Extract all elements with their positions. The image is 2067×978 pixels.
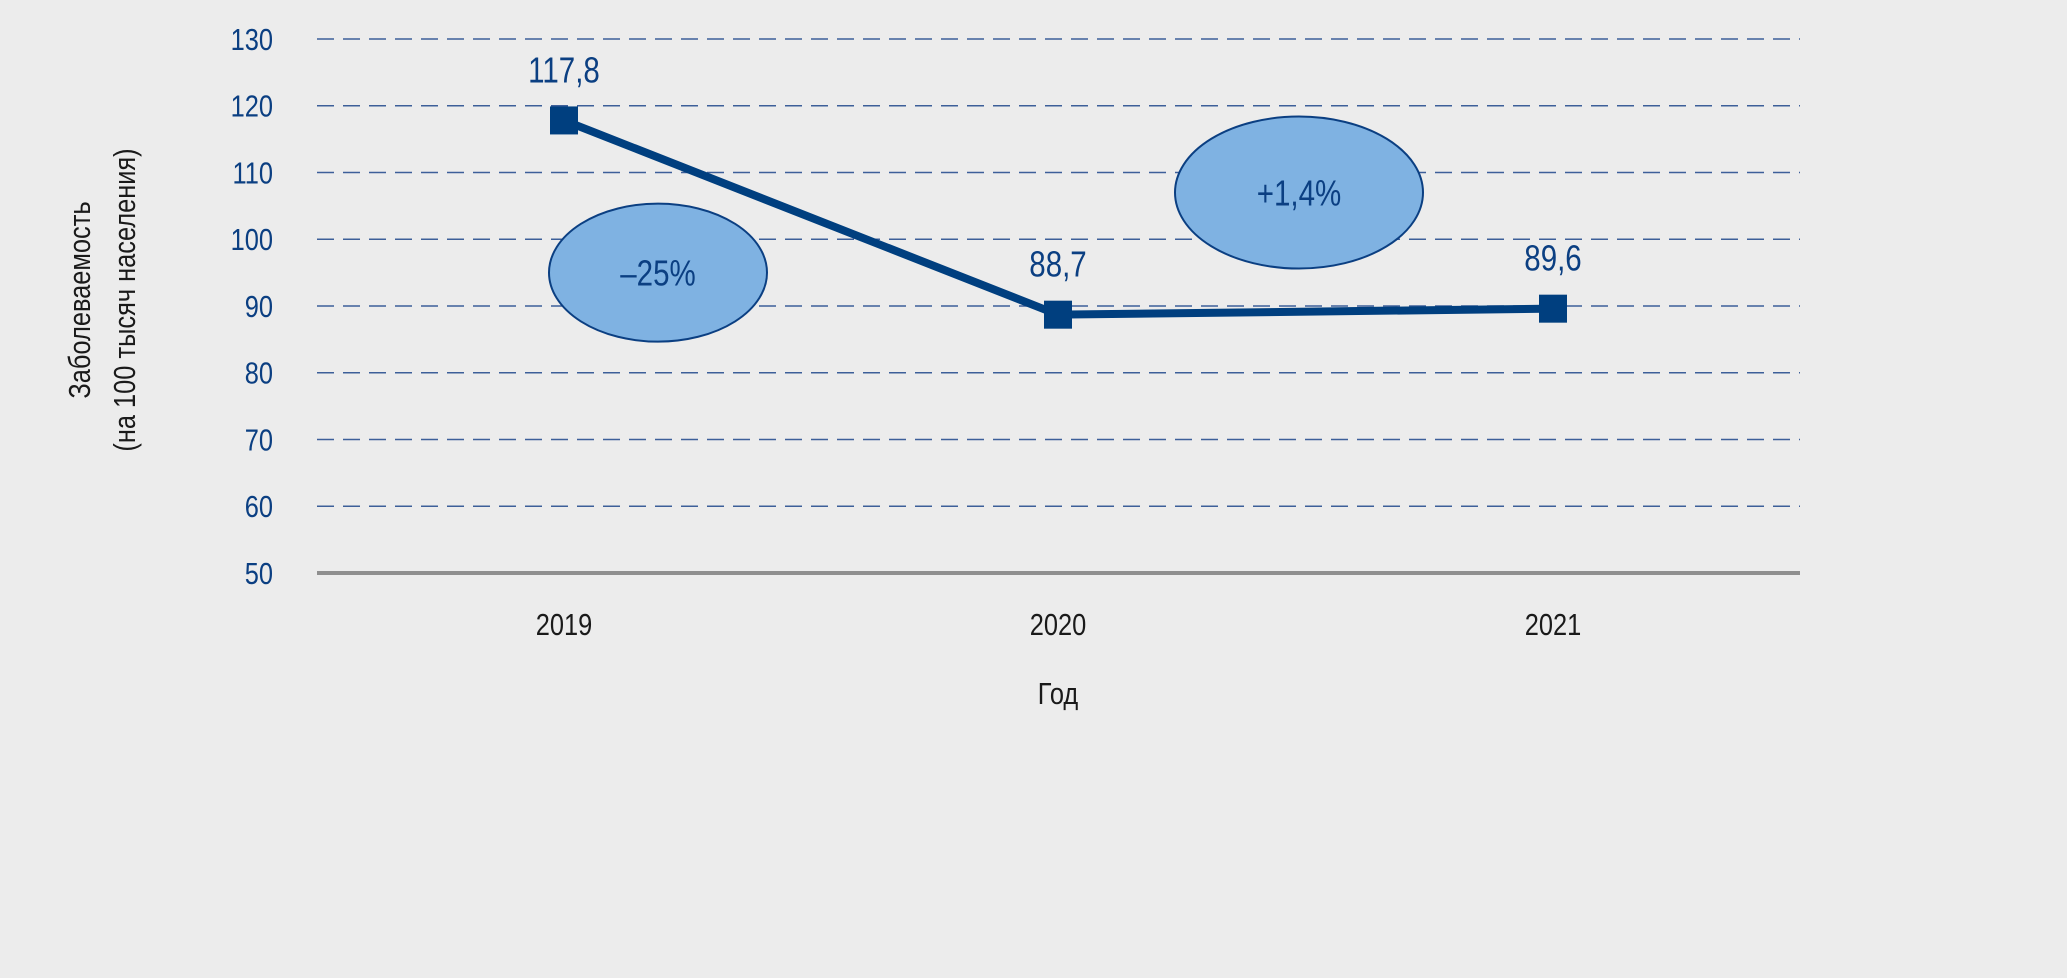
- y-tick-labels: 50 60 70 80 90 100 110 120 130: [231, 23, 273, 592]
- data-label: 117,8: [528, 50, 600, 90]
- y-tick-label: 60: [245, 490, 273, 525]
- annotation-label: +1,4%: [1257, 173, 1342, 213]
- y-tick-label: 130: [231, 23, 273, 58]
- y-tick-label: 50: [245, 557, 273, 592]
- data-label: 89,6: [1524, 238, 1581, 278]
- annotation-ellipse: [1174, 115, 1424, 270]
- y-tick-label: 110: [232, 156, 273, 191]
- x-tick-label: 2019: [536, 608, 593, 643]
- annotation-ellipse: [548, 202, 768, 343]
- y-tick-label: 70: [245, 423, 273, 458]
- x-tick-labels: 2019 2020 2021: [536, 608, 1582, 643]
- y-tick-label: 80: [245, 356, 273, 391]
- y-axis-title: Заболеваемость (на 100 тысяч населения): [63, 148, 143, 451]
- y-tick-label: 120: [231, 89, 273, 124]
- y-axis-title-line-1: Заболеваемость: [63, 201, 98, 398]
- data-point-marker: [1539, 294, 1567, 323]
- y-tick-label: 100: [231, 223, 273, 258]
- annotation-label: –25%: [620, 253, 695, 293]
- data-point-marker: [550, 106, 578, 135]
- y-tick-label: 90: [245, 290, 273, 325]
- x-tick-label: 2021: [1525, 608, 1582, 643]
- y-axis-title-line-2: (на 100 тысяч населения): [108, 148, 143, 451]
- data-label: 88,7: [1029, 244, 1086, 284]
- x-tick-label: 2020: [1030, 608, 1087, 643]
- x-axis-title: Год: [1038, 677, 1079, 712]
- series-line-group: 117,8 88,7 89,6: [528, 50, 1582, 329]
- annotations: –25% +1,4%: [548, 115, 1424, 343]
- data-point-marker: [1044, 300, 1072, 329]
